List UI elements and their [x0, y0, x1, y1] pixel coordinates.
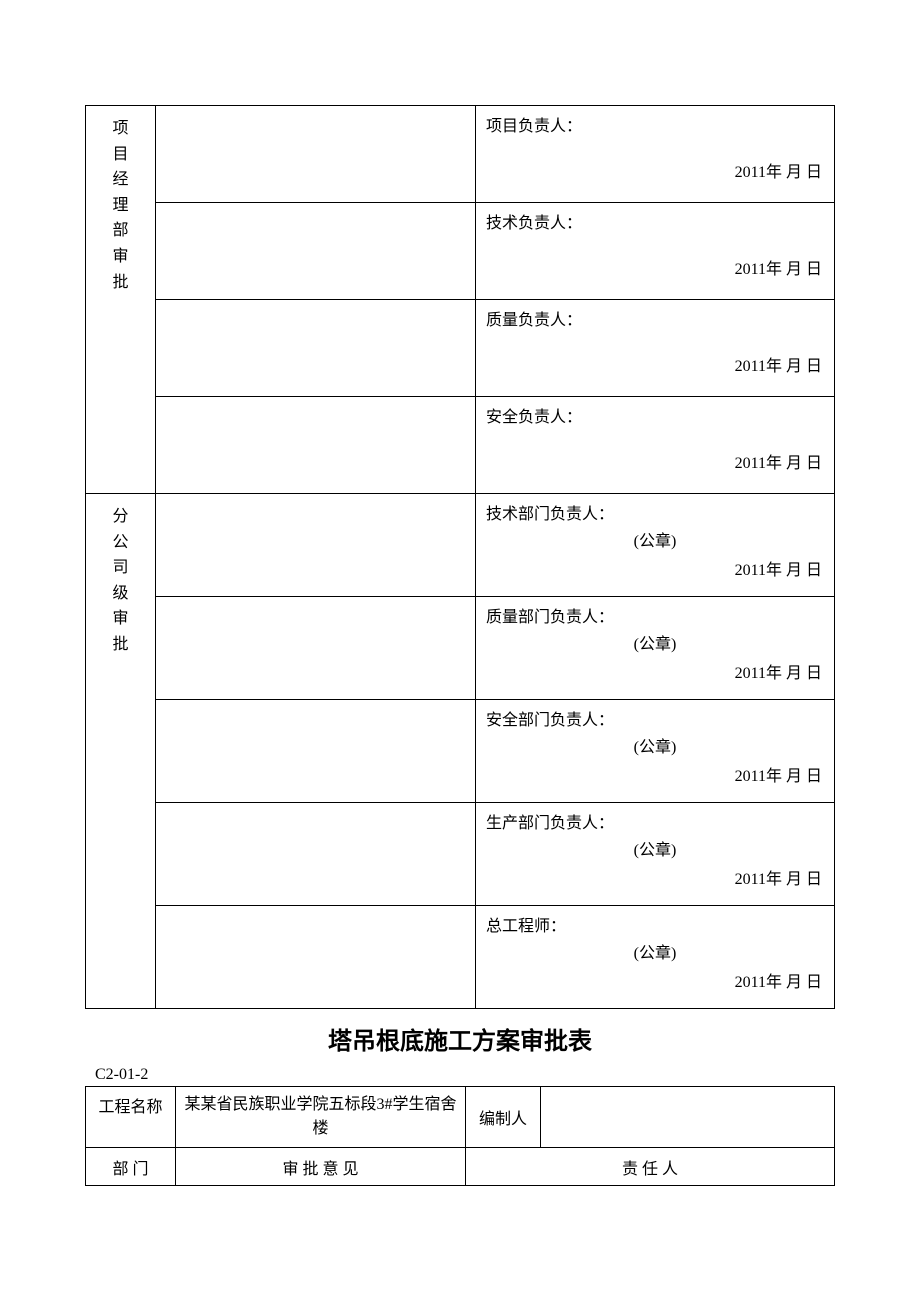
s2-r0-date: 2011年 月 日 — [486, 556, 824, 580]
s1-r0-person: 项目负责人： — [486, 112, 824, 136]
s1-r2-right: 质量负责人： 2011年 月 日 — [476, 300, 835, 397]
s1-r0-right: 项目负责人： 2011年 月 日 — [476, 106, 835, 203]
t2-r2-c3: 责 任 人 — [466, 1148, 835, 1186]
s2-r3-date: 2011年 月 日 — [486, 865, 824, 889]
s1-r1-mid — [156, 203, 476, 300]
s2-r4-date: 2011年 月 日 — [486, 968, 824, 992]
form-code: C2-01-2 — [95, 1066, 835, 1084]
t2-r2-c1: 部 门 — [86, 1148, 176, 1186]
s2-r2-seal: (公章) — [486, 733, 824, 757]
s2-r2-mid — [156, 700, 476, 803]
s2-r1-mid — [156, 597, 476, 700]
s2-r0-right: 技术部门负责人： (公章) 2011年 月 日 — [476, 494, 835, 597]
s1-r1-date: 2011年 月 日 — [486, 255, 824, 279]
s1-r3-person: 安全负责人： — [486, 403, 824, 427]
s2-r3-seal: (公章) — [486, 836, 824, 860]
s1-r3-right: 安全负责人： 2011年 月 日 — [476, 397, 835, 494]
s2-r1-seal: (公章) — [486, 630, 824, 654]
s1-r2-date: 2011年 月 日 — [486, 352, 824, 376]
s1-r3-date: 2011年 月 日 — [486, 449, 824, 473]
s2-r0-mid — [156, 494, 476, 597]
t2-r1-c2: 某某省民族职业学院五标段3#学生宿舍楼 — [176, 1087, 466, 1148]
s2-r2-person: 安全部门负责人： — [486, 706, 824, 730]
s1-r2-mid — [156, 300, 476, 397]
s1-r1-person: 技术负责人： — [486, 209, 824, 233]
s1-r3-mid — [156, 397, 476, 494]
t2-r1-c1: 工程名称 — [86, 1087, 176, 1148]
s2-r1-person: 质量部门负责人： — [486, 603, 824, 627]
s2-r4-right: 总工程师： (公章) 2011年 月 日 — [476, 906, 835, 1009]
s2-r1-date: 2011年 月 日 — [486, 659, 824, 683]
s1-r0-mid — [156, 106, 476, 203]
s2-r3-right: 生产部门负责人： (公章) 2011年 月 日 — [476, 803, 835, 906]
s1-r2-person: 质量负责人： — [486, 306, 824, 330]
s2-r3-person: 生产部门负责人： — [486, 809, 824, 833]
s2-r4-person: 总工程师： — [486, 912, 824, 936]
section2-label: 分公司级审批 — [86, 494, 156, 1009]
s2-r1-right: 质量部门负责人： (公章) 2011年 月 日 — [476, 597, 835, 700]
section1-label: 项目经理部审批 — [86, 106, 156, 494]
s2-r4-mid — [156, 906, 476, 1009]
t2-r1-c3: 编制人 — [466, 1087, 541, 1148]
t2-r1-c4 — [541, 1087, 835, 1148]
s2-r4-seal: (公章) — [486, 939, 824, 963]
s2-r2-date: 2011年 月 日 — [486, 762, 824, 786]
s1-r0-date: 2011年 月 日 — [486, 158, 824, 182]
s2-r0-person: 技术部门负责人： — [486, 500, 824, 524]
s2-r2-right: 安全部门负责人： (公章) 2011年 月 日 — [476, 700, 835, 803]
approval-table-2: 工程名称 某某省民族职业学院五标段3#学生宿舍楼 编制人 部 门 审 批 意 见… — [85, 1086, 835, 1186]
approval-table-1: 项目经理部审批 项目负责人： 2011年 月 日 技术负责人： 2011年 月 … — [85, 105, 835, 1009]
s1-r1-right: 技术负责人： 2011年 月 日 — [476, 203, 835, 300]
s2-r0-seal: (公章) — [486, 527, 824, 551]
t2-r2-c2: 审 批 意 见 — [176, 1148, 466, 1186]
s2-r3-mid — [156, 803, 476, 906]
page-title: 塔吊根底施工方案审批表 — [85, 1021, 835, 1056]
